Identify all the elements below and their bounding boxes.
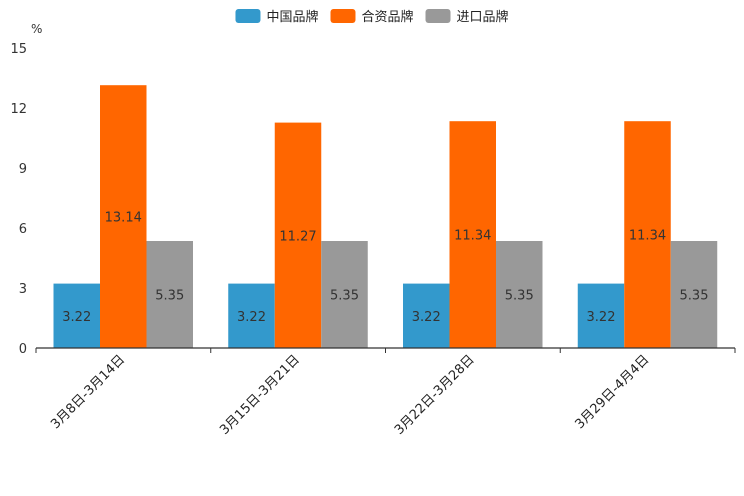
bar-series-1-category-1 [53, 283, 100, 348]
data-label: 11.34 [454, 229, 491, 244]
data-label: 5.35 [155, 289, 184, 304]
y-tick-label: 0 [19, 342, 27, 357]
bar-series-2-category-3 [449, 121, 496, 348]
data-labels: 3.22 13.14 5.35 3.22 11.27 5.35 3.22 11.34 5.35 3… [62, 211, 708, 325]
data-label: 11.34 [629, 229, 666, 244]
bar-series-1-category-4 [577, 283, 625, 348]
bar-series-1-category-3 [403, 283, 450, 348]
bar-series-3-category-1 [146, 241, 193, 348]
data-label: 3.22 [237, 310, 266, 325]
y-tick-label: 9 [19, 162, 27, 177]
data-label: 5.35 [680, 289, 709, 304]
data-label: 13.14 [105, 211, 142, 226]
y-tick-label: 3 [19, 282, 27, 297]
legend-label: 进口品牌 [457, 9, 509, 25]
bars [53, 85, 718, 348]
legend: 中国品牌 合资品牌 进口品牌 [235, 9, 509, 25]
x-category-label: 3月15日-3月21日 [217, 352, 303, 438]
x-category-label: 3月8日-3月14日 [48, 352, 128, 432]
x-axis-labels: 3月8日-3月14日 3月15日-3月21日 3月22日-3月28日 3月29日-4月… [48, 352, 652, 438]
bar-series-3-category-3 [496, 241, 543, 348]
legend-swatch [425, 9, 451, 23]
x-axis-ticks [35, 348, 736, 353]
legend-label: 中国品牌 [266, 9, 318, 25]
data-label: 5.35 [505, 289, 534, 304]
x-category-label: 3月29日-4月4日 [573, 352, 653, 432]
bar-series-2-category-4 [624, 121, 671, 348]
legend-swatch [235, 9, 261, 23]
y-tick-label: 6 [19, 222, 27, 237]
legend-item[interactable]: 进口品牌 [425, 9, 509, 25]
bar-series-2-category-1 [100, 85, 147, 348]
y-axis-ticks: 0 3 6 9 12 15 [10, 42, 27, 357]
legend-swatch [330, 9, 356, 23]
data-label: 3.22 [412, 310, 441, 325]
legend-item[interactable]: 中国品牌 [235, 9, 318, 25]
bar-series-1-category-2 [228, 283, 275, 348]
x-category-label: 3月22日-3月28日 [392, 352, 478, 438]
y-tick-label: 12 [10, 102, 27, 117]
legend-item[interactable]: 合资品牌 [330, 9, 414, 25]
y-tick-label: 15 [10, 42, 27, 57]
data-label: 11.27 [279, 229, 316, 244]
y-axis-unit: % [31, 22, 42, 36]
bar-series-3-category-4 [670, 241, 718, 348]
bar-series-3-category-2 [321, 241, 368, 348]
data-label: 5.35 [330, 289, 359, 304]
data-label: 3.22 [587, 310, 616, 325]
legend-label: 合资品牌 [361, 9, 413, 25]
data-label: 3.22 [62, 310, 91, 325]
bar-series-2-category-2 [274, 122, 322, 348]
